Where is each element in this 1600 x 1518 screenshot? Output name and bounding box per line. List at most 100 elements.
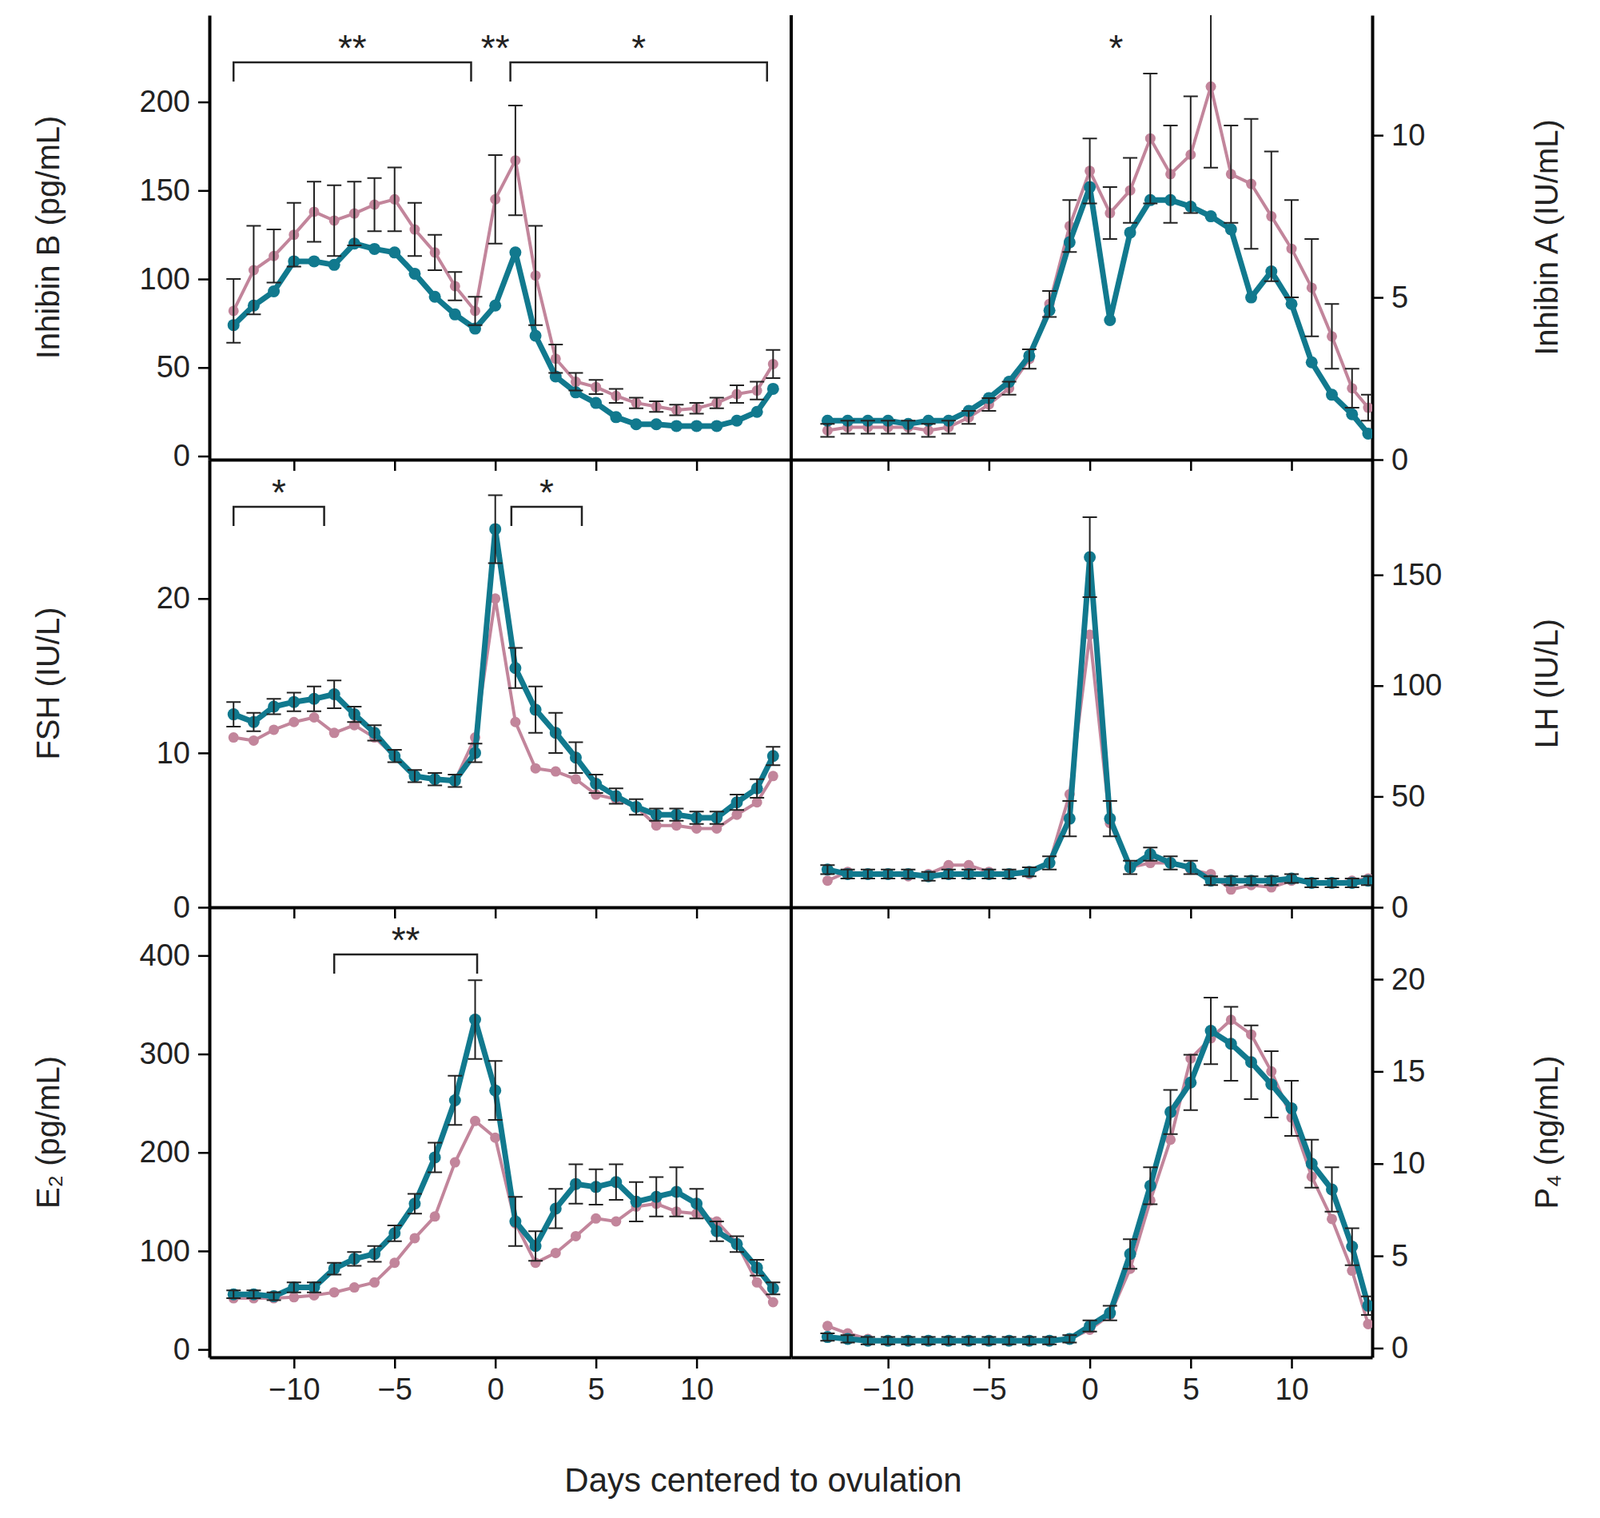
x-axis: −10−50510 — [792, 1357, 1374, 1406]
y-tick: 50 — [156, 350, 210, 384]
series-marker — [530, 763, 542, 774]
y-tick: 20 — [156, 581, 210, 615]
x-tick — [294, 459, 295, 471]
error-bar — [981, 1337, 996, 1345]
y-axis-line — [208, 460, 212, 908]
error-bar — [1122, 158, 1138, 223]
x-axis — [792, 907, 1374, 919]
error-bar — [468, 979, 483, 1059]
error-bar — [1002, 869, 1017, 879]
x-tick — [294, 907, 295, 919]
y-axis: 050100150 — [1372, 460, 1442, 924]
error-bar — [880, 1337, 896, 1345]
x-tick-mark — [887, 1357, 890, 1369]
series-marker — [288, 716, 299, 728]
y-axis-line — [208, 907, 212, 1358]
series-marker — [449, 1157, 461, 1168]
series-marker — [1362, 1318, 1373, 1330]
y-tick-label: 10 — [1391, 1146, 1425, 1180]
series-marker — [368, 242, 381, 255]
error-bar — [1345, 878, 1360, 888]
error-bar — [689, 402, 705, 414]
y-tick-mark — [1372, 684, 1384, 688]
y-tick-mark — [1372, 1347, 1384, 1350]
series-marker — [768, 1297, 779, 1308]
error-bar — [840, 869, 856, 879]
error-bar — [1223, 125, 1238, 223]
series-marker — [690, 419, 703, 432]
x-tick-mark — [394, 1357, 397, 1369]
series-marker — [731, 809, 742, 820]
series-marker — [730, 414, 743, 427]
x-tick — [887, 907, 889, 919]
x-tick-mark — [887, 907, 890, 919]
annotations: * — [1108, 27, 1123, 69]
x-tick: −5 — [378, 1357, 413, 1406]
x-tick-mark — [394, 907, 397, 919]
error-bar — [246, 226, 261, 315]
x-tick-mark — [293, 907, 296, 919]
y-tick-label: 20 — [156, 581, 191, 615]
x-axis: −10−50510 — [210, 1357, 793, 1406]
x-tick: −10 — [268, 1357, 320, 1406]
error-bar — [528, 226, 543, 326]
error-bar — [1142, 73, 1158, 203]
error-bar — [689, 1188, 705, 1218]
panel: 01020FSH (IU/L)** — [30, 459, 793, 924]
series-marker — [409, 1232, 420, 1243]
frame — [789, 15, 793, 460]
series-marker — [550, 766, 562, 777]
error-bar — [488, 1060, 503, 1120]
x-tick-mark — [1190, 1357, 1193, 1369]
y-tick-label: 0 — [173, 1332, 191, 1366]
frame — [789, 15, 793, 460]
series-marker — [822, 875, 833, 886]
x-tick-mark — [595, 907, 598, 919]
x-tick — [495, 907, 497, 919]
series-marker — [268, 724, 279, 735]
error-bar — [266, 698, 282, 714]
x-tick — [394, 907, 396, 919]
error-bar — [921, 423, 936, 437]
error-bar — [528, 686, 543, 733]
error-bar — [387, 1225, 402, 1242]
x-axis-line — [792, 458, 1374, 462]
series-marker — [590, 1213, 601, 1224]
error-bar — [1042, 1337, 1057, 1345]
error-bar — [1082, 1320, 1098, 1332]
y-tick-label: 100 — [139, 262, 191, 296]
series — [227, 1013, 780, 1302]
x-axis — [210, 907, 793, 919]
x-tick: 10 — [1274, 1357, 1309, 1406]
x-tick — [495, 459, 497, 471]
error-bar — [1183, 1054, 1199, 1111]
x-axis-line — [210, 1356, 793, 1360]
x-axis-title: Days centered to ovulation — [564, 1460, 962, 1499]
y-tick: 15 — [1372, 1054, 1425, 1088]
error-bar — [648, 1177, 664, 1217]
panel: 0510Inhibin A (IU/mL)* — [791, 5, 1565, 477]
significance-label: * — [271, 471, 287, 514]
significance-label: ** — [338, 27, 367, 69]
figure: 050100150200Inhibin B (pg/mL)*****0510In… — [0, 0, 1600, 1518]
series-marker — [1245, 291, 1258, 304]
error-bar — [860, 869, 876, 879]
error-bar — [941, 1337, 956, 1345]
error-bar — [508, 105, 523, 215]
series-marker — [1285, 298, 1298, 311]
significance-label: * — [631, 27, 646, 69]
series-marker — [768, 770, 779, 781]
series-marker — [710, 419, 723, 432]
error-bar — [226, 278, 241, 343]
y-tick-mark — [198, 1249, 210, 1253]
error-bar — [326, 680, 342, 709]
panel: 050100150200Inhibin B (pg/mL)***** — [30, 15, 793, 473]
x-tick-mark — [595, 1357, 598, 1369]
error-bar — [1082, 517, 1098, 598]
y-tick-label: 20 — [1391, 962, 1425, 996]
x-tick-mark — [1089, 1357, 1092, 1369]
x-tick-mark — [988, 907, 992, 919]
x-tick: 10 — [680, 1357, 714, 1406]
series-marker — [691, 823, 702, 834]
plot-marks — [226, 105, 781, 432]
